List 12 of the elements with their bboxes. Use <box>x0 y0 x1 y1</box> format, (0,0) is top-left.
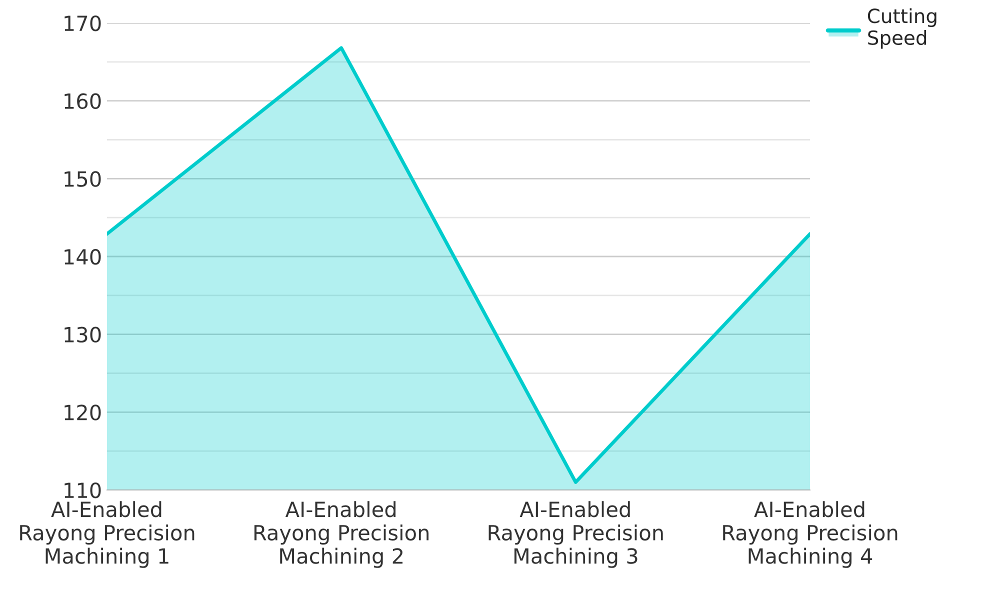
y-tick-label: 140 <box>64 248 101 265</box>
y-tick-label: 110 <box>64 482 101 498</box>
x-tick-label: AI-Enabled Rayong Precision Machining 3 <box>488 501 663 568</box>
x-tick-label: AI-Enabled Rayong Precision Machining 1 <box>20 501 194 568</box>
x-tick-label: AI-Enabled Rayong Precision Machining 4 <box>723 501 898 568</box>
y-tick-label: 120 <box>64 404 101 420</box>
y-tick-label: 150 <box>64 171 101 187</box>
x-tick-label: AI-Enabled Rayong Precision Machining 2 <box>254 501 428 568</box>
y-tick-label: 130 <box>64 326 101 343</box>
y-tick-label: 160 <box>64 93 101 110</box>
legend-label: Cutting Speed <box>868 8 936 49</box>
y-tick-label: 170 <box>64 15 101 32</box>
